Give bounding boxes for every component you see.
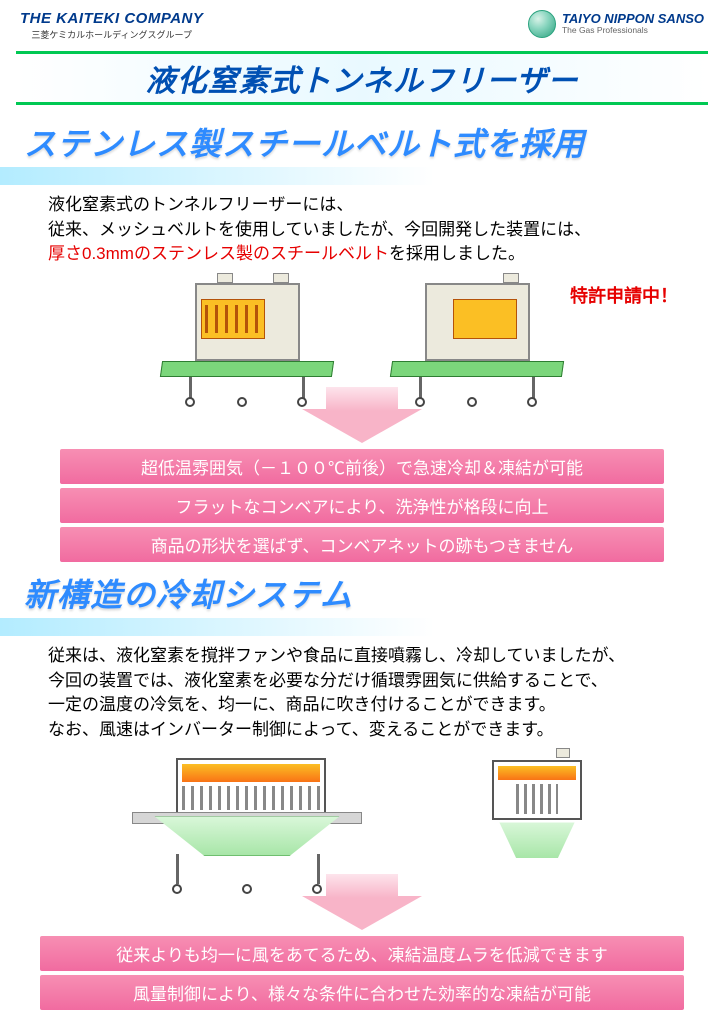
tns-title: TAIYO NIPPON SANSO: [562, 12, 704, 26]
arrow-down-2: [302, 896, 422, 930]
s2-l1: 従来は、液化窒素を撹拌ファンや食品に直接噴霧し、冷却していましたが、: [48, 646, 625, 665]
kaiteki-title: THE KAITEKI COMPANY: [20, 10, 203, 27]
machine-front: [157, 277, 337, 407]
machine-back: [387, 277, 567, 407]
section1-para: 液化窒素式のトンネルフリーザーには、 従来、メッシュベルトを使用していましたが、…: [0, 193, 724, 273]
s1-line1: 液化窒素式のトンネルフリーザーには、: [48, 195, 353, 214]
section1-heading: ステンレス製スチールベルト式を採用: [0, 113, 724, 167]
s2-l3: 一定の温度の冷気を、均一に、商品に吹き付けることができます。: [48, 695, 556, 714]
band-3: 商品の形状を選ばず、コンベアネットの跡もつきません: [60, 527, 664, 562]
band-2: フラットなコンベアにより、洗浄性が格段に向上: [60, 488, 664, 523]
s1-after-red: を採用しました。: [389, 244, 525, 263]
page-header: THE KAITEKI COMPANY 三菱ケミカルホールディングスグループ T…: [0, 0, 724, 45]
s1-line2: 従来、メッシュベルトを使用していましたが、今回開発した装置には、: [48, 220, 591, 239]
kaiteki-subtitle: 三菱ケミカルホールディングスグループ: [20, 28, 203, 41]
machine-section-side: [482, 754, 592, 894]
main-title-bar: 液化窒素式トンネルフリーザー: [16, 51, 708, 105]
section2-heading: 新構造の冷却システム: [0, 566, 724, 618]
kaiteki-logo: THE KAITEKI COMPANY 三菱ケミカルホールディングスグループ: [20, 10, 203, 41]
section2-para: 従来は、液化窒素を撹拌ファンや食品に直接噴霧し、冷却していましたが、 今回の装置…: [0, 644, 724, 749]
tns-logo: TAIYO NIPPON SANSO The Gas Professionals: [528, 10, 704, 38]
globe-icon: [528, 10, 556, 38]
tns-subtitle: The Gas Professionals: [562, 26, 704, 35]
section2-gradient: [0, 618, 724, 636]
s2-l2: 今回の装置では、液化窒素を必要な分だけ循環雰囲気に供給することで、: [48, 671, 608, 690]
machine-row-2: [0, 754, 724, 894]
main-title: 液化窒素式トンネルフリーザー: [146, 56, 579, 100]
band-5: 風量制御により、様々な条件に合わせた効率的な凍結が可能: [40, 975, 684, 1010]
band-4: 従来よりも均一に風をあてるため、凍結温度ムラを低減できます: [40, 936, 684, 971]
band-1: 超低温雰囲気（－１００℃前後）で急速冷却＆凍結が可能: [60, 449, 664, 484]
s1-red: 厚さ0.3mmのステンレス製のスチールベルト: [48, 244, 389, 263]
s2-l4: なお、風速はインバーター制御によって、変えることができます。: [48, 720, 554, 739]
patent-note: 特許申請中！: [570, 282, 678, 308]
machine-section-front: [132, 754, 362, 894]
arrow-down-1: [302, 409, 422, 443]
section1-gradient: [0, 167, 724, 185]
